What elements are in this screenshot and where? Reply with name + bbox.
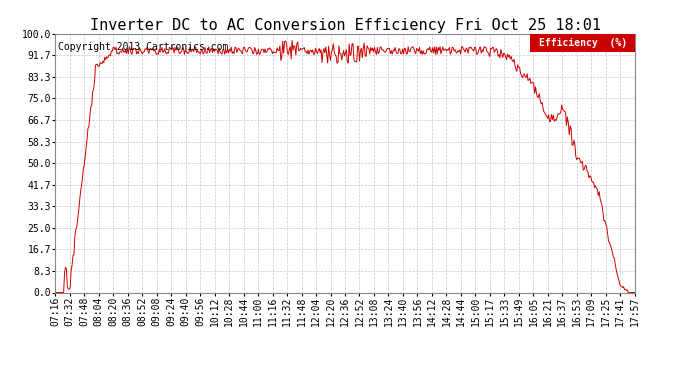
Title: Inverter DC to AC Conversion Efficiency Fri Oct 25 18:01: Inverter DC to AC Conversion Efficiency … <box>90 18 600 33</box>
Text: Copyright 2013 Cartronics.com: Copyright 2013 Cartronics.com <box>58 42 228 51</box>
